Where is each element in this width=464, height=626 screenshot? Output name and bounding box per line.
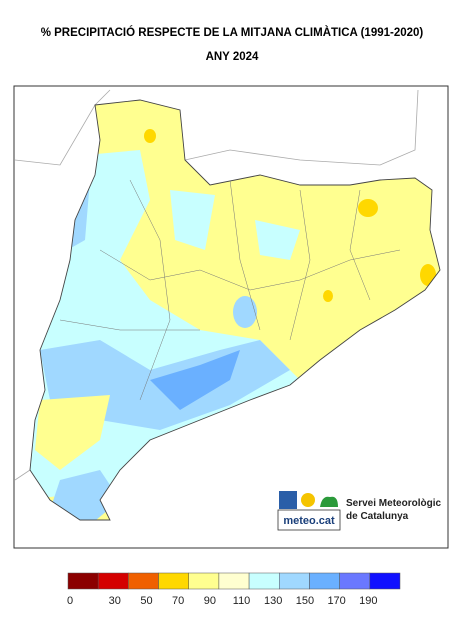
legend: 0 30 50 70 90 110 130 150 170 190 — [67, 572, 401, 607]
logo-box — [277, 509, 341, 531]
legend-tick-label: 90 — [204, 595, 216, 607]
legend-tick-label: 150 — [296, 595, 314, 607]
legend-tick-label: 70 — [172, 595, 184, 607]
legend-swatch — [309, 572, 340, 590]
subtitle: ANY 2024 — [206, 51, 259, 63]
legend-swatch — [97, 572, 129, 590]
logo: meteo.cat Servei Meteorològic de Catalun… — [277, 491, 441, 531]
legend-tick-label: 30 — [109, 595, 121, 607]
logo-icon — [301, 493, 315, 507]
catalonia-outline — [29, 99, 441, 521]
legend-swatch — [128, 572, 159, 590]
title: % PRECIPITACIÓ RESPECTE DE LA MITJANA CL… — [41, 26, 424, 39]
legend-swatch — [218, 572, 250, 590]
legend-tick-label: 170 — [327, 595, 345, 607]
legend-swatch — [188, 572, 220, 590]
legend-tick-label: 130 — [264, 595, 282, 607]
legend-swatch — [279, 572, 310, 590]
neighbour-borders — [14, 89, 419, 481]
logo-icon — [320, 496, 338, 507]
legend-tick-label: 190 — [359, 595, 377, 607]
legend-swatch — [67, 572, 99, 590]
logo-brand: meteo.cat — [283, 515, 335, 527]
legend-tick-label: 50 — [140, 595, 152, 607]
legend-swatch — [158, 572, 189, 590]
legend-tick-label: 0 — [67, 595, 73, 607]
legend-swatch — [248, 572, 280, 590]
logo-icon — [279, 491, 297, 509]
legend-swatch — [339, 572, 371, 590]
legend-swatch — [369, 572, 401, 590]
county-borders — [59, 179, 401, 401]
logo-org: Servei Meteorològic — [346, 498, 441, 509]
legend-tick-label: 110 — [233, 595, 251, 607]
logo-org: de Catalunya — [346, 511, 409, 522]
